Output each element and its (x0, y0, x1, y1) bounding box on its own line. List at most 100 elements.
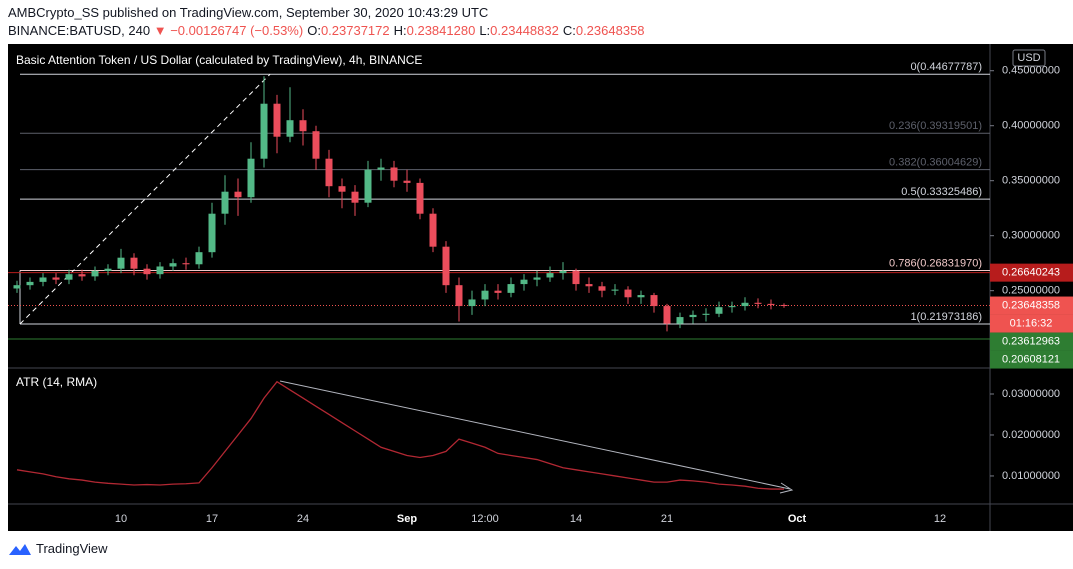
y-tick-label: 0.35000000 (1002, 175, 1060, 187)
candle-body (182, 263, 190, 265)
candle-body (702, 313, 710, 315)
candle-body (741, 302, 749, 307)
candle-body (572, 270, 580, 285)
candle-body (390, 167, 398, 181)
candle-body (715, 307, 723, 314)
candle-body (468, 299, 476, 307)
price-label: 0.23612963 (1002, 335, 1060, 347)
y-tick-label: 0.30000000 (1002, 230, 1060, 242)
candle-body (689, 314, 697, 318)
candle-body (156, 266, 164, 275)
candle-body (260, 103, 268, 159)
countdown: 01:16:32 (1010, 317, 1053, 329)
ohlc-key: O: (307, 23, 321, 38)
y-tick-label: 0.40000000 (1002, 120, 1060, 132)
candle-body (624, 289, 632, 298)
price-label: 0.20608121 (1002, 353, 1060, 365)
y-tick-label: 0.01000000 (1002, 470, 1060, 482)
header: AMBCrypto_SS published on TradingView.co… (8, 4, 645, 40)
candle-body (26, 281, 34, 286)
ohlc-key: H: (393, 23, 407, 38)
logo (9, 543, 31, 555)
candle-body (429, 213, 437, 247)
candle-body (247, 158, 255, 198)
candle-body (273, 103, 281, 137)
price-label-bg (990, 332, 1073, 351)
indicator-title: ATR (14, RMA) (16, 375, 97, 389)
candle-body (598, 286, 606, 291)
candle-body (416, 182, 424, 214)
price-label-bg (990, 263, 1073, 282)
candle-body (663, 306, 671, 324)
candle-body (338, 186, 346, 192)
x-tick-label: Oct (788, 513, 807, 525)
fib-label: 1(0.21973186) (910, 311, 982, 323)
candle-body (78, 274, 86, 277)
fib-label: 0.236(0.39319501) (889, 120, 982, 132)
candle-body (195, 252, 203, 265)
candle-body (312, 131, 320, 159)
change: ▼ −0.00126747 (−0.53%) (153, 23, 304, 38)
fib-label: 0.786(0.26831970) (889, 257, 982, 269)
price-label: 0.26640243 (1002, 267, 1060, 279)
candle-body (611, 289, 619, 291)
x-tick-label: 17 (206, 513, 218, 525)
candle-body (676, 317, 684, 324)
candle-body (169, 263, 177, 267)
candle-body (520, 279, 528, 285)
candle-body (650, 295, 658, 307)
chart-background (8, 44, 990, 531)
candle-body (351, 191, 359, 203)
candle-body (117, 257, 125, 269)
price-label-bg (990, 350, 1073, 369)
candle-body (559, 270, 567, 274)
candle-body (533, 277, 541, 280)
price-label: 0.23648358 (1002, 299, 1060, 311)
candle-body (143, 268, 151, 275)
candle-body (13, 285, 21, 289)
y-tick-label: 0.02000000 (1002, 429, 1060, 441)
x-tick-label: 12:00 (471, 513, 499, 525)
candle-body (767, 303, 775, 305)
candle-body (130, 257, 138, 269)
candle-body (585, 284, 593, 287)
fib-label: 0.382(0.36004629) (889, 157, 982, 169)
ohlc-key: C: (562, 23, 576, 38)
candle-body (52, 277, 60, 280)
candle-body (494, 290, 502, 293)
currency-box[interactable] (1012, 49, 1046, 67)
quote-line: BINANCE:BATUSD, 240 ▼ −0.00126747 (−0.53… (8, 22, 645, 40)
x-tick-label: Sep (397, 513, 417, 525)
candle-body (65, 274, 73, 280)
symbol: BINANCE:BATUSD, 240 (8, 23, 151, 38)
y-tick-label: 0.03000000 (1002, 388, 1060, 400)
candle-body (221, 191, 229, 214)
candle-body (455, 285, 463, 307)
x-tick-label: 21 (661, 513, 673, 525)
ohlc-value: 0.23448832 (490, 23, 559, 38)
countdown-bg (990, 314, 1073, 333)
candle-body (507, 284, 515, 293)
fib-trend (19, 73, 271, 325)
candle-body (403, 180, 411, 183)
ohlc-key: L: (479, 23, 491, 38)
price-label-bg (990, 296, 1073, 315)
candle-body (104, 268, 112, 271)
fib-label: 0.5(0.33325486) (901, 186, 982, 198)
price-axis-background (990, 44, 1073, 531)
atr-trend (279, 380, 791, 490)
candle-body (546, 273, 554, 278)
publisher: AMBCrypto_SS published on TradingView.co… (8, 5, 489, 20)
candle-body (637, 295, 645, 298)
ohlc-value: 0.23648358 (575, 23, 645, 38)
candle-body (728, 306, 736, 308)
candle-body (234, 191, 242, 198)
y-tick-label: 0.25000000 (1002, 285, 1060, 297)
x-tick-label: 24 (297, 513, 309, 525)
ohlc-value: 0.23737172 (320, 23, 390, 38)
x-tick-label: 14 (570, 513, 582, 525)
footer: TradingView (8, 541, 108, 556)
y-tick-label: 0.45000000 (1002, 65, 1060, 77)
